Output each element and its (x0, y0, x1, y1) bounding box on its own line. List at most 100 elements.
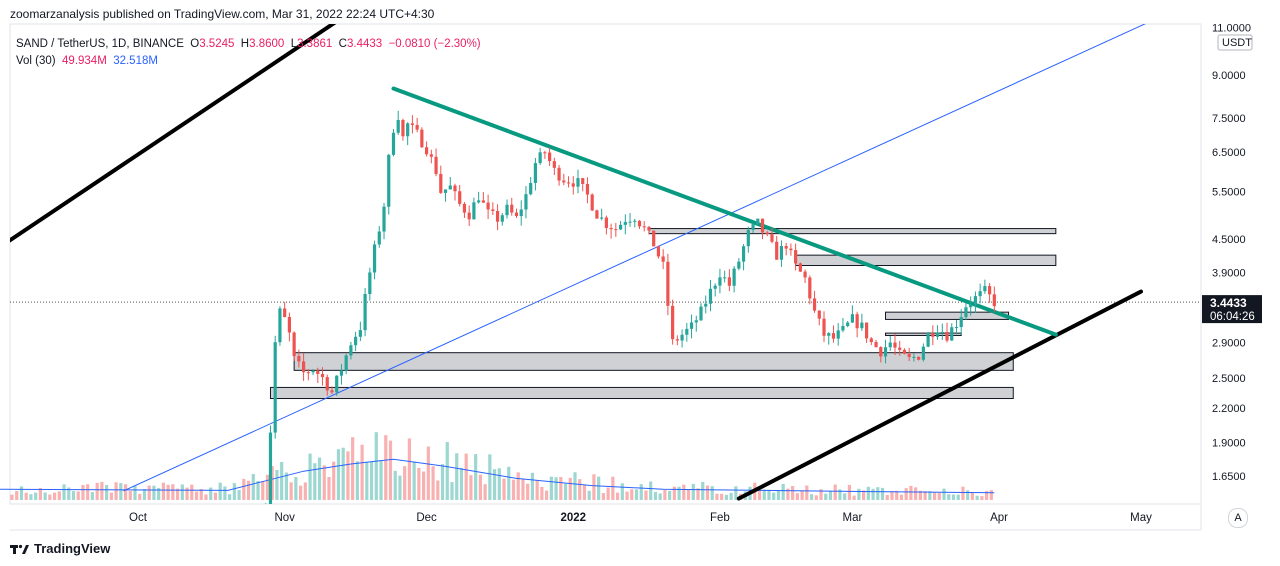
zone-box[interactable] (795, 254, 1057, 267)
candle-body (548, 152, 552, 162)
candle-body (585, 183, 590, 195)
candle-body (940, 331, 944, 333)
candle-body (273, 342, 277, 433)
symbol-title[interactable]: SAND / TetherUS, 1D, BINANCE (16, 38, 184, 50)
candle-body (803, 271, 807, 278)
volume-bar (34, 492, 38, 500)
channel-upper-line[interactable] (0, 15, 346, 250)
volume-bar (29, 494, 33, 500)
volume-bar (194, 491, 199, 500)
volume-bar (185, 487, 189, 500)
candle-body (746, 229, 750, 247)
candle-body (410, 123, 415, 125)
volume-bar (105, 485, 109, 500)
candle-body (325, 377, 329, 391)
volume-bar (38, 487, 42, 500)
candle-body (708, 288, 713, 304)
volume-bar (412, 461, 416, 500)
candle-body (898, 347, 902, 350)
volume-bar (204, 494, 208, 500)
candle-body (604, 217, 608, 228)
price-tick-label: 2.9000 (1212, 338, 1246, 350)
green-resistance-trendline[interactable] (391, 86, 1058, 337)
candle-body (349, 345, 353, 356)
volume-bar (270, 466, 274, 500)
volume-label[interactable]: Vol (30) (16, 55, 56, 67)
candle-body (945, 331, 949, 341)
zone-box[interactable] (885, 311, 1010, 320)
candle-body (443, 189, 448, 193)
candle-body (789, 248, 793, 251)
volume-bar (705, 485, 710, 500)
volume-bar (615, 492, 620, 500)
volume-bar (232, 483, 236, 500)
candle-body (704, 303, 708, 307)
zone-box[interactable] (269, 386, 1014, 400)
volume-bar (346, 451, 350, 500)
volume-bars (10, 432, 993, 500)
volume-bar (502, 478, 506, 500)
zone-box[interactable] (293, 352, 1014, 371)
zone-box[interactable] (648, 228, 1057, 235)
auto-scale-button[interactable]: A (1228, 508, 1248, 528)
volume-bar (223, 486, 227, 500)
volume-bar (970, 491, 975, 500)
candle-body (988, 286, 992, 295)
volume-bar (119, 483, 123, 500)
candle-body (377, 231, 381, 245)
volume-bar (701, 481, 705, 500)
volume-bar (966, 490, 970, 500)
volume-bar (800, 490, 804, 500)
time-tick-label: 2022 (560, 512, 586, 524)
volume-bar (284, 472, 289, 500)
zone-boxes[interactable] (269, 228, 1057, 400)
volume-bar (469, 475, 473, 500)
candle-body (500, 215, 504, 222)
candle-body (562, 180, 566, 183)
volume-bar (280, 461, 284, 500)
volume-bar (672, 486, 676, 500)
volume-bar (213, 492, 218, 500)
volume-bar (142, 488, 147, 500)
candle-body (680, 334, 684, 341)
candle-body (363, 293, 367, 331)
volume-bar (516, 472, 520, 500)
candle-body (259, 532, 262, 538)
candle-body (590, 194, 594, 211)
candle-body (661, 256, 665, 262)
candle-body (387, 154, 391, 207)
currency-tag[interactable]: USDT (1217, 34, 1253, 51)
volume-bar (407, 438, 412, 500)
volume-bar (795, 493, 799, 500)
candle-body (841, 326, 845, 331)
time-axis[interactable]: Oct Nov Dec 2022 Feb Mar Apr May (129, 512, 1152, 524)
volume-bar (48, 494, 52, 500)
candle-body (713, 285, 717, 289)
volume-bar (805, 485, 809, 500)
volume-bar (76, 491, 80, 500)
volume-bar (488, 454, 492, 500)
candle-body (510, 204, 514, 213)
candle-body (301, 361, 306, 373)
volume-bar (256, 481, 260, 500)
volume-bar (809, 494, 814, 500)
volume-bar (355, 461, 359, 500)
trendlines[interactable] (0, 15, 1160, 501)
channel-lower-line[interactable] (736, 289, 1143, 501)
price-axis[interactable]: 11.0000 9.0000 7.5000 6.5000 5.5000 4.5000 3.9… (1202, 23, 1262, 483)
volume-bar (327, 476, 331, 500)
candle-body (268, 432, 273, 504)
volume-bar (483, 484, 487, 500)
close-value: 3.4433 (346, 38, 383, 50)
candle-body (406, 123, 410, 137)
volume-bar (682, 484, 686, 500)
blue-trendline[interactable] (123, 17, 1160, 492)
volume-bar (545, 490, 549, 500)
last-price-label: 3.4433 (1210, 296, 1247, 310)
candle-body (477, 200, 481, 203)
zone-box[interactable] (885, 332, 962, 336)
volume-bar (890, 491, 894, 500)
candle-body (732, 268, 736, 286)
volume-bar (951, 494, 956, 500)
